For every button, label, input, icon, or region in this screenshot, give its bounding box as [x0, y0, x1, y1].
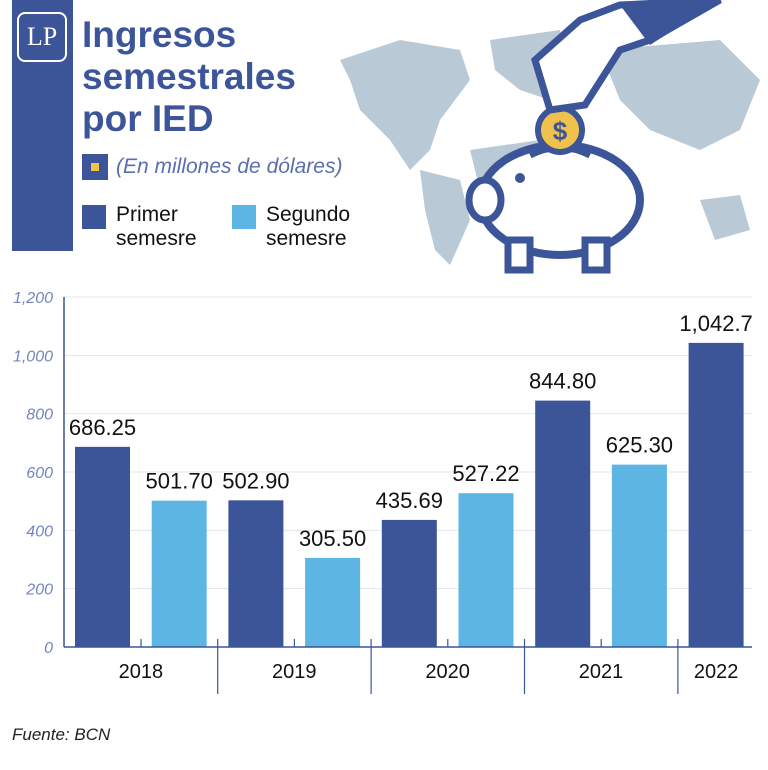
data-label: 844.80 — [529, 369, 596, 394]
bar-segundo-2019 — [305, 557, 361, 647]
data-label: 435.69 — [376, 488, 443, 513]
bar-primer-2020 — [381, 519, 437, 647]
legend-segundo: Segundo semesre — [232, 203, 366, 251]
hand-icon — [531, 0, 722, 114]
legend-label: Primer semesre — [116, 203, 197, 250]
data-label: 501.70 — [146, 469, 213, 494]
bar-primer-2021 — [535, 400, 591, 647]
unit-note: (En millones de dólares) — [82, 154, 342, 180]
legend-swatch — [232, 205, 256, 229]
x-tick-label: 2019 — [272, 661, 317, 683]
bar-primer-2022 — [688, 342, 744, 647]
coin-icon: $ — [535, 105, 585, 155]
source-note: Fuente: BCN — [12, 725, 111, 744]
y-tick-label: 600 — [26, 465, 53, 482]
bar-primer-2018 — [75, 446, 130, 647]
data-label: 527.22 — [452, 461, 519, 486]
logo-text: LP — [26, 22, 58, 51]
x-tick-label: 2021 — [579, 661, 624, 683]
page-title: Ingresos semestrales por IED — [82, 14, 296, 139]
svg-text:$: $ — [553, 116, 568, 146]
bar-segundo-2020 — [458, 493, 514, 647]
unit-label: (En millones de dólares) — [116, 155, 343, 178]
brand-bar — [12, 0, 73, 251]
legend-primer: Primer semesre — [82, 203, 216, 251]
legend-swatch — [82, 205, 106, 229]
bar-chart: 686.25 501.70 502.90 305.50 435.69 527.22 844.… — [13, 290, 753, 694]
y-tick-label: 800 — [26, 407, 53, 424]
x-tick-label: 2022 — [694, 661, 739, 683]
bar-primer-2019 — [228, 500, 284, 647]
y-tick-label: 1,000 — [13, 348, 53, 365]
data-label: 305.50 — [299, 526, 366, 551]
y-tick-label: 200 — [25, 582, 53, 599]
coin-square-icon — [82, 154, 108, 180]
lp-logo: LP — [17, 12, 67, 62]
x-tick-label: 2020 — [425, 661, 470, 683]
x-tick-label: 2018 — [119, 661, 164, 683]
legend-label: Segundo semesre — [266, 203, 351, 250]
axes: 0 200 400 600 800 1,000 1,200 2018 2019 2020 2021 2… — [13, 290, 752, 694]
world-map-piggy-bank-illustration: $ — [340, 0, 760, 274]
bars: 686.25 501.70 502.90 305.50 435.69 527.22 844.… — [69, 311, 753, 647]
y-tick-label: 1,200 — [13, 290, 53, 307]
bar-segundo-2018 — [151, 500, 207, 647]
piggy-bank-icon — [465, 141, 644, 274]
y-tick-label: 0 — [44, 640, 53, 657]
data-label: 1,042.7 — [679, 311, 752, 336]
data-label: 625.30 — [606, 433, 673, 458]
data-label: 686.25 — [69, 415, 136, 440]
bar-segundo-2021 — [611, 464, 667, 647]
y-tick-label: 400 — [26, 523, 53, 540]
data-label: 502.90 — [222, 468, 289, 493]
